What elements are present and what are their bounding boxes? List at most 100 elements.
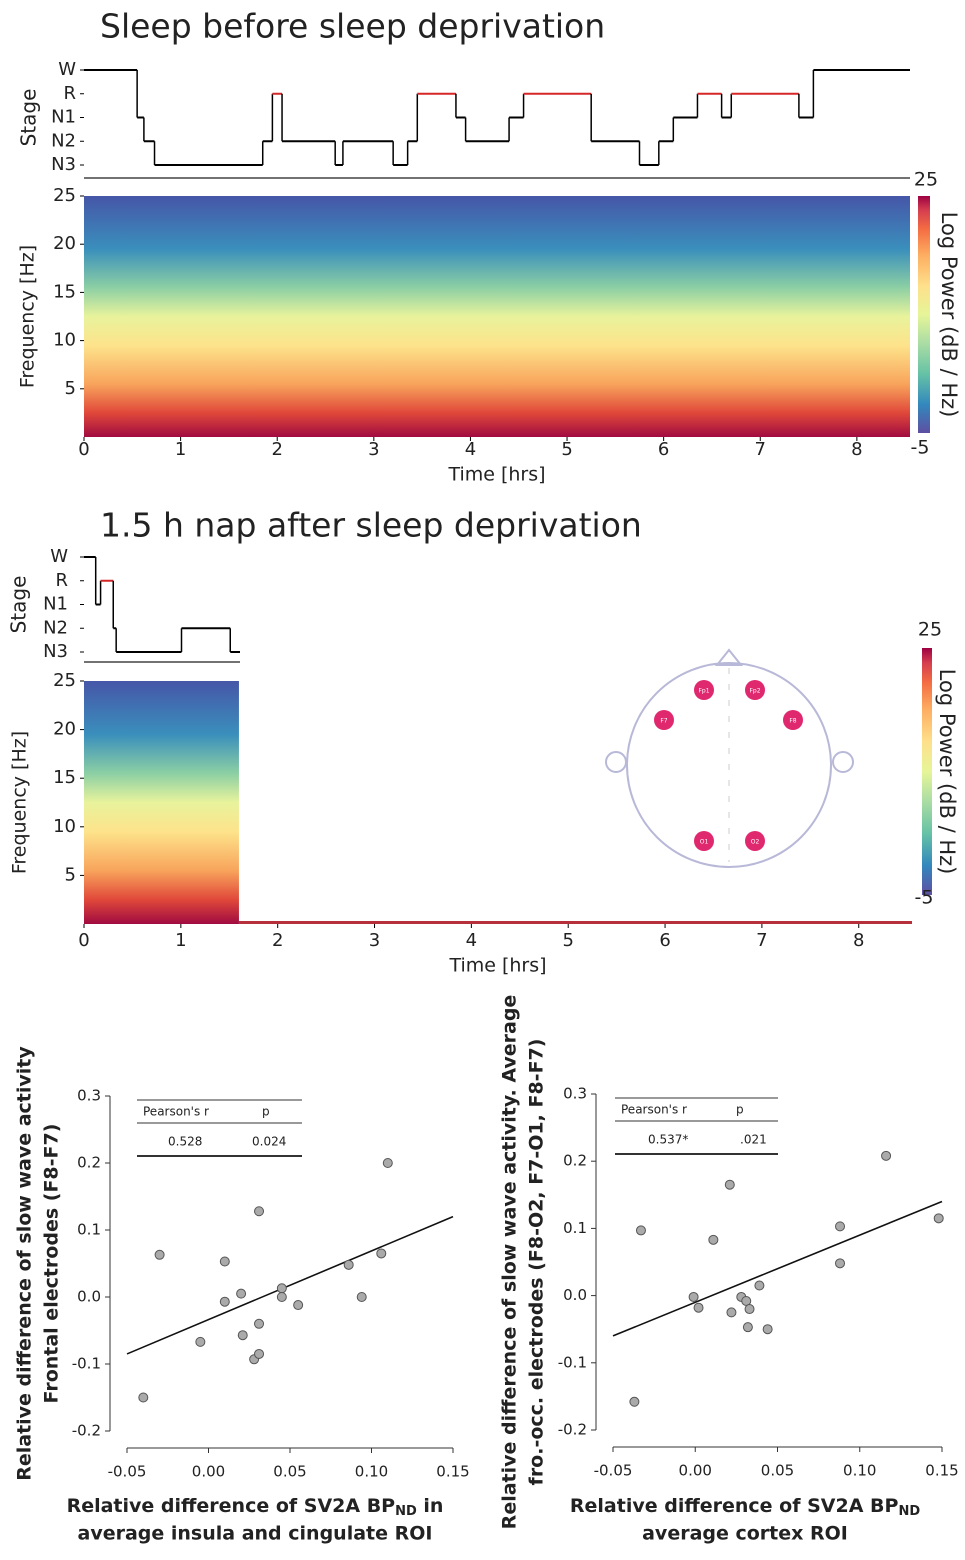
x-tick-label: 0.00 <box>679 1462 712 1480</box>
table-header: Pearson's r <box>143 1105 209 1119</box>
table-cell: .021 <box>740 1133 767 1147</box>
colorbar-tick-label: 25 <box>914 169 938 191</box>
point <box>219 1296 230 1307</box>
y-tick-label: 5 <box>65 378 76 399</box>
point <box>138 1392 149 1403</box>
electrode <box>745 680 765 700</box>
colorbar-tick-label: 25 <box>918 619 942 641</box>
y-tick-label: N2 <box>51 130 76 151</box>
point <box>293 1300 304 1311</box>
y-tick-label: 0.3 <box>77 1087 101 1105</box>
y-tick-label: 25 <box>53 670 76 691</box>
electrode-label: F7 <box>660 718 667 725</box>
electrode <box>783 710 803 730</box>
x-tick-label: 4 <box>466 930 477 951</box>
colorbar-tick-label: -5 <box>915 887 934 909</box>
x-tick-label: 0.05 <box>761 1462 794 1480</box>
y-tick-label: 0.2 <box>563 1152 587 1170</box>
y-tick-label: N3 <box>51 154 76 175</box>
x-tick-label: 0.00 <box>192 1463 225 1481</box>
x-axis-label-part: in <box>417 1495 444 1517</box>
point <box>835 1221 846 1232</box>
x-axis-label: Relative difference of SV2A BPND in <box>67 1495 444 1519</box>
nose <box>714 648 744 666</box>
y-tick-label: -0.2 <box>558 1421 587 1439</box>
ear <box>605 751 627 773</box>
x-tick-label: 2 <box>272 930 283 951</box>
point <box>835 1258 846 1269</box>
electrode-label: Fp1 <box>698 688 709 695</box>
y-tick-label: W <box>58 59 76 80</box>
y-tick-label: 0.0 <box>77 1288 101 1306</box>
y-tick-label: N3 <box>43 641 68 662</box>
x-axis-label-subscript: ND <box>395 1504 417 1519</box>
y-tick-label: 0.3 <box>563 1085 587 1103</box>
y-tick-label: 0.1 <box>563 1219 587 1237</box>
chart-title: Sleep before sleep deprivation <box>100 7 605 46</box>
x-tick-label: -0.05 <box>594 1462 633 1480</box>
y-tick-label: 15 <box>53 281 76 302</box>
x-tick-label: 6 <box>659 930 670 951</box>
point <box>276 1292 287 1302</box>
y-tick-label: -0.1 <box>558 1353 587 1371</box>
point <box>254 1206 265 1217</box>
point <box>688 1291 699 1302</box>
x-tick-label: 3 <box>369 930 380 951</box>
fit-line <box>612 1200 943 1337</box>
x-tick-label: -0.05 <box>108 1463 147 1481</box>
x-tick-label: 7 <box>756 930 767 951</box>
point <box>635 1225 646 1236</box>
colorbar-label: Log Power (dB / Hz) <box>935 669 959 875</box>
x-tick-label: 5 <box>561 439 572 460</box>
point <box>629 1396 640 1407</box>
x-tick-label: 8 <box>853 930 864 951</box>
empty-strip <box>238 921 912 924</box>
colorbar <box>922 648 932 895</box>
point <box>762 1324 773 1335</box>
head-outline <box>626 662 832 868</box>
x-axis-label-part: Relative difference of SV2A BP <box>570 1495 899 1517</box>
x-tick-label: 0.05 <box>273 1463 306 1481</box>
x-axis-label: average insula and cingulate ROI <box>78 1523 433 1545</box>
y-axis-label: Frequency [Hz] <box>17 245 39 388</box>
ear <box>832 751 854 773</box>
x-tick-label: 7 <box>755 439 766 460</box>
y-tick-label: 0.1 <box>77 1221 101 1239</box>
x-tick-label: 3 <box>368 439 379 460</box>
x-tick-label: 4 <box>465 439 476 460</box>
y-tick-label: -0.1 <box>72 1355 101 1373</box>
x-tick-label: 0.15 <box>436 1463 469 1481</box>
point <box>754 1280 765 1291</box>
y-axis-label: Frontal electrodes (F8-F7) <box>41 1124 63 1404</box>
x-tick-label: 1 <box>175 439 186 460</box>
y-tick-label: N2 <box>43 617 68 638</box>
y-tick-label: 20 <box>53 719 76 740</box>
x-axis-label: Relative difference of SV2A BPND <box>570 1495 920 1519</box>
y-tick-label: N1 <box>43 594 68 615</box>
point <box>376 1248 387 1259</box>
point <box>154 1249 165 1260</box>
x-tick-label: 0 <box>78 930 89 951</box>
chart-title: 1.5 h nap after sleep deprivation <box>100 506 642 545</box>
y-tick-label: 0.2 <box>77 1154 101 1172</box>
y-tick-label: 20 <box>53 233 76 254</box>
y-axis-label: Relative difference of slow wave activit… <box>499 995 521 1530</box>
x-axis-label-subscript: ND <box>898 1504 920 1519</box>
table-cell: 0.528 <box>168 1135 202 1149</box>
colorbar <box>918 196 930 433</box>
table-header: p <box>736 1103 744 1117</box>
y-axis-label: Stage <box>17 89 41 147</box>
point <box>693 1302 704 1313</box>
spectrogram-image <box>84 681 239 924</box>
y-tick-label: 15 <box>53 767 76 788</box>
x-tick-label: 0.10 <box>355 1463 388 1481</box>
point <box>254 1348 265 1359</box>
table-header: p <box>262 1105 270 1119</box>
y-tick-label: 10 <box>53 330 76 351</box>
y-tick-label: 10 <box>53 816 76 837</box>
head-diagram <box>605 648 854 868</box>
point <box>219 1256 230 1267</box>
point <box>724 1179 735 1190</box>
electrode-label: F8 <box>789 718 796 725</box>
y-tick-label: R <box>55 570 68 591</box>
